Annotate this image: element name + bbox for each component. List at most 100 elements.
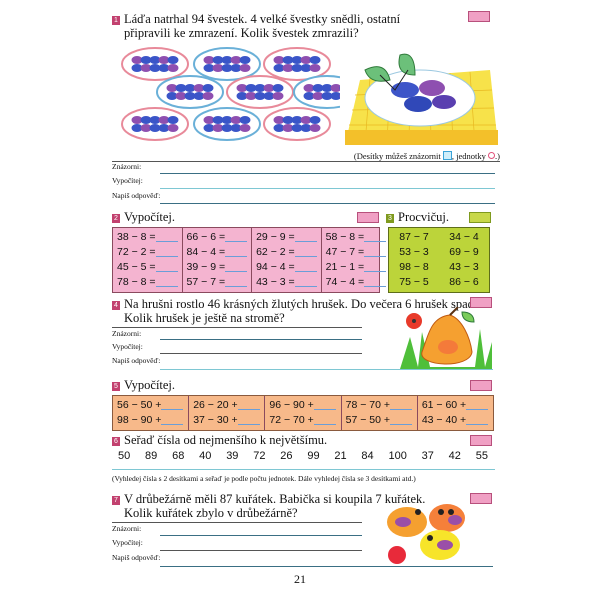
equation-cell: 69 − 9 <box>443 245 485 260</box>
label-answer: Napiš odpověď: <box>112 191 161 200</box>
equation-cell: 61 − 60 + <box>422 398 489 413</box>
answer-blank[interactable] <box>389 399 412 410</box>
answer-blank[interactable] <box>466 399 489 410</box>
equation-cell: 29 − 9 = <box>256 230 317 245</box>
score-box[interactable] <box>468 11 490 22</box>
table-column: 56 − 50 + 98 − 90 + <box>113 396 190 430</box>
label-answer: Napiš odpověď: <box>112 356 161 365</box>
number-item: 89 <box>145 450 158 462</box>
numbers-to-sort: 50 89 68 40 39 72 26 99 21 84 100 37 42 55 <box>118 450 488 462</box>
answer-blank[interactable] <box>225 231 248 242</box>
table-column: 96 − 90 + 72 − 70 + <box>265 396 342 430</box>
task-number: 2 <box>112 214 120 223</box>
answer-blank[interactable] <box>294 276 317 287</box>
label-compute: Vypočítej: <box>112 538 143 547</box>
plums-on-plates-illustration <box>121 47 340 141</box>
answer-blank[interactable] <box>313 399 336 410</box>
number-item: 37 <box>421 450 434 462</box>
answer-blank[interactable] <box>155 246 178 257</box>
score-box[interactable] <box>470 493 492 504</box>
equation-text: 29 − 9 = <box>256 231 295 243</box>
equation-text: 96 − 90 + <box>269 399 314 411</box>
task-text: připravili ke zmrazení. Kolik švestek zm… <box>124 26 359 40</box>
answer-line-compute[interactable] <box>160 353 362 354</box>
equation-cell: 53 − 3 <box>393 245 435 260</box>
answer-blank[interactable] <box>225 246 248 257</box>
answer-line-show[interactable] <box>160 339 362 340</box>
answer-blank[interactable] <box>294 261 317 272</box>
equation-text: 75 − 5 <box>399 276 429 288</box>
answer-blank[interactable] <box>161 414 184 425</box>
answer-blank[interactable] <box>237 399 260 410</box>
score-box[interactable] <box>470 297 492 308</box>
hint-text: , jednotky <box>451 151 486 161</box>
answer-blank[interactable] <box>294 246 317 257</box>
label-show: Znázorni: <box>112 329 142 338</box>
answer-line-answer[interactable] <box>160 203 495 204</box>
number-item: 50 <box>118 450 131 462</box>
answer-line-compute[interactable] <box>160 550 362 551</box>
equation-text: 61 − 60 + <box>421 399 467 411</box>
answer-blank[interactable] <box>225 261 248 272</box>
equation-text: 98 − 90 + <box>117 414 162 426</box>
equation-cell: 94 − 4 = <box>256 260 317 275</box>
task-number: 1 <box>112 16 120 25</box>
plate-of-plums <box>293 75 340 109</box>
equation-cell: 78 − 8 = <box>117 275 178 290</box>
answer-line-answer[interactable] <box>160 369 493 370</box>
answer-blank[interactable] <box>155 231 178 242</box>
task-title: Vypočítej. <box>124 210 176 224</box>
equation-cell: 56 − 50 + <box>117 398 184 413</box>
answer-line-compute[interactable] <box>160 188 495 189</box>
answer-blank[interactable] <box>155 261 178 272</box>
page-number: 21 <box>294 572 306 586</box>
equation-cell: 74 − 4 = <box>326 275 387 290</box>
number-item: 21 <box>334 450 347 462</box>
score-box[interactable] <box>469 212 491 223</box>
answer-blank[interactable] <box>364 246 387 257</box>
plate-of-plums <box>121 47 189 81</box>
equation-text: 21 − 1 = <box>325 261 365 273</box>
score-box[interactable] <box>470 380 492 391</box>
answer-blank[interactable] <box>225 276 248 287</box>
equation-cell: 78 − 70 + <box>346 398 413 413</box>
task-number: 7 <box>112 496 120 505</box>
equation-cell: 98 − 8 <box>393 260 435 275</box>
answer-blank[interactable] <box>313 414 336 425</box>
task-title: Vypočítej. <box>124 378 176 392</box>
answer-line-show[interactable] <box>160 173 495 174</box>
answer-blank[interactable] <box>389 414 412 425</box>
score-box[interactable] <box>357 212 379 223</box>
number-item: 39 <box>226 450 239 462</box>
equation-text: 39 − 9 = <box>186 261 226 273</box>
score-box[interactable] <box>470 435 492 446</box>
answer-blank[interactable] <box>237 414 260 425</box>
equation-cell: 72 − 70 + <box>269 413 336 428</box>
answer-blank[interactable] <box>294 231 317 242</box>
equation-cell: 45 − 5 = <box>117 260 178 275</box>
task3-table: 87 − 7 53 − 3 98 − 8 75 − 5 34 − 4 69 − 9 43 −… <box>388 227 490 293</box>
equation-text: 72 − 2 = <box>117 246 156 258</box>
task-text: V drůbežárně měli 87 kuřátek. Babička si… <box>124 492 426 506</box>
equation-cell: 86 − 6 <box>443 275 485 290</box>
answer-blank[interactable] <box>161 399 184 410</box>
answer-blank[interactable] <box>364 276 387 287</box>
equation-text: 38 − 8 = <box>117 231 156 243</box>
task-title: Seřaď čísla od nejmenšího k největšímu. <box>124 433 328 447</box>
equation-cell: 72 − 2 = <box>117 245 178 260</box>
answer-blank[interactable] <box>155 276 178 287</box>
equation-cell: 62 − 2 = <box>256 245 317 260</box>
task4-text: 4 Na hrušni rostlo 46 krásných žlutých hr… <box>112 297 487 325</box>
task-number: 6 <box>112 437 120 446</box>
equation-cell: 43 − 3 = <box>256 275 317 290</box>
answer-blank[interactable] <box>364 261 387 272</box>
number-item: 100 <box>388 450 407 462</box>
answer-line-answer[interactable] <box>160 566 493 567</box>
equation-text: 74 − 4 = <box>325 276 365 288</box>
answer-line-show[interactable] <box>160 535 362 536</box>
task-number: 4 <box>112 301 120 310</box>
answer-blank[interactable] <box>364 231 387 242</box>
answer-blank[interactable] <box>466 414 489 425</box>
equation-cell: 26 − 20 + <box>193 398 260 413</box>
equation-text: 58 − 8 = <box>325 231 365 243</box>
